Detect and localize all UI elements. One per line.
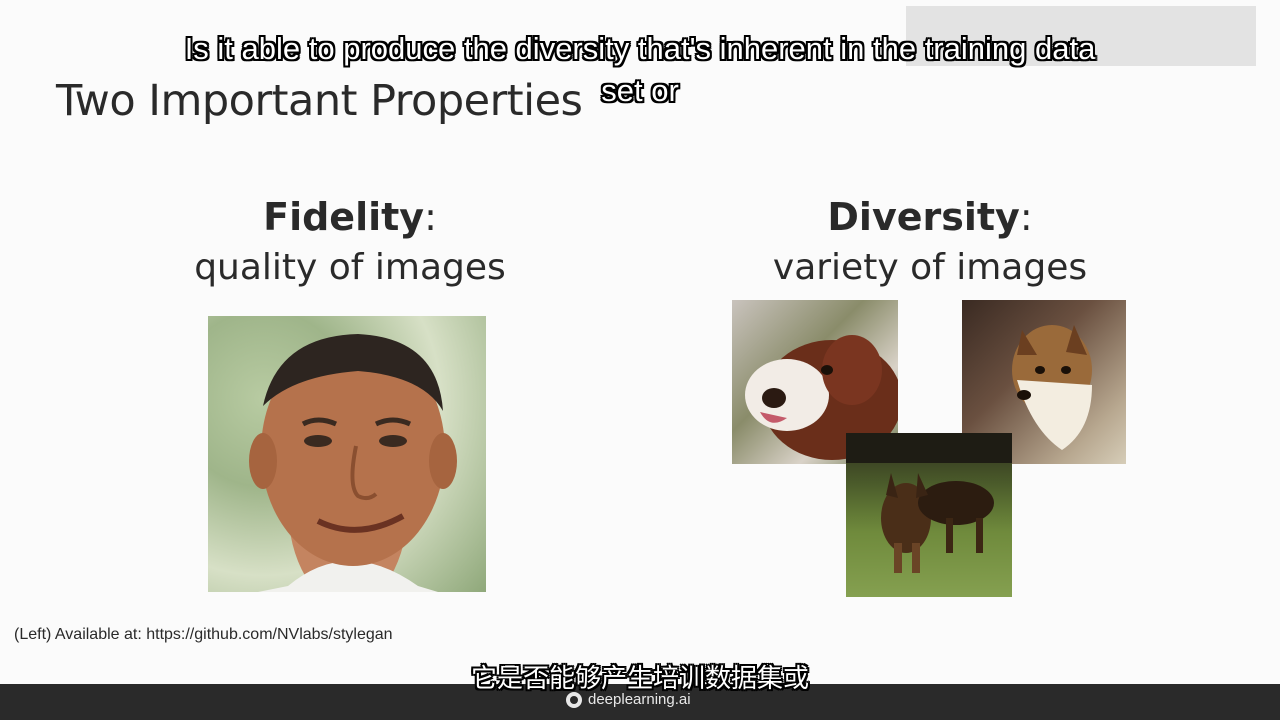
fidelity-heading-text: Fidelity: [263, 195, 425, 239]
dog-illustration-3: [846, 433, 1012, 573]
footer-bar: [0, 684, 1280, 720]
channel-watermark: [906, 6, 1256, 66]
footer-brand: deeplearning.ai: [566, 691, 691, 708]
diversity-subtitle: variety of images: [772, 247, 1088, 288]
fidelity-block: Fidelity: quality of images: [150, 192, 550, 294]
fidelity-subtitle: quality of images: [194, 247, 506, 288]
diversity-block: Diversity: variety of images: [730, 192, 1130, 294]
diversity-heading: Diversity:: [730, 192, 1130, 242]
dog-photo-german-shepherd: [846, 433, 1012, 597]
face-photo: [208, 316, 486, 592]
fidelity-colon: :: [424, 195, 437, 239]
slide-title: Two Important Properties: [56, 76, 583, 126]
diversity-heading-text: Diversity: [827, 195, 1020, 239]
dog-illustration-2: [1012, 325, 1092, 450]
deeplearning-logo-icon: [566, 691, 582, 708]
dog-illustration-1: [745, 335, 898, 460]
image-credit: (Left) Available at: https://github.com/…: [14, 626, 393, 643]
diversity-colon: :: [1019, 195, 1033, 239]
subtitle-english: Is it able to produce the diversity that…: [184, 31, 1096, 108]
fidelity-heading: Fidelity:: [150, 192, 550, 242]
slide: Two Important Properties Fidelity: quali…: [14, 76, 1130, 643]
subtitle-chinese: 它是否能够产生培训数据集或: [470, 664, 809, 694]
footer-brand-text: deeplearning.ai: [588, 691, 691, 708]
face-illustration: [249, 334, 457, 592]
